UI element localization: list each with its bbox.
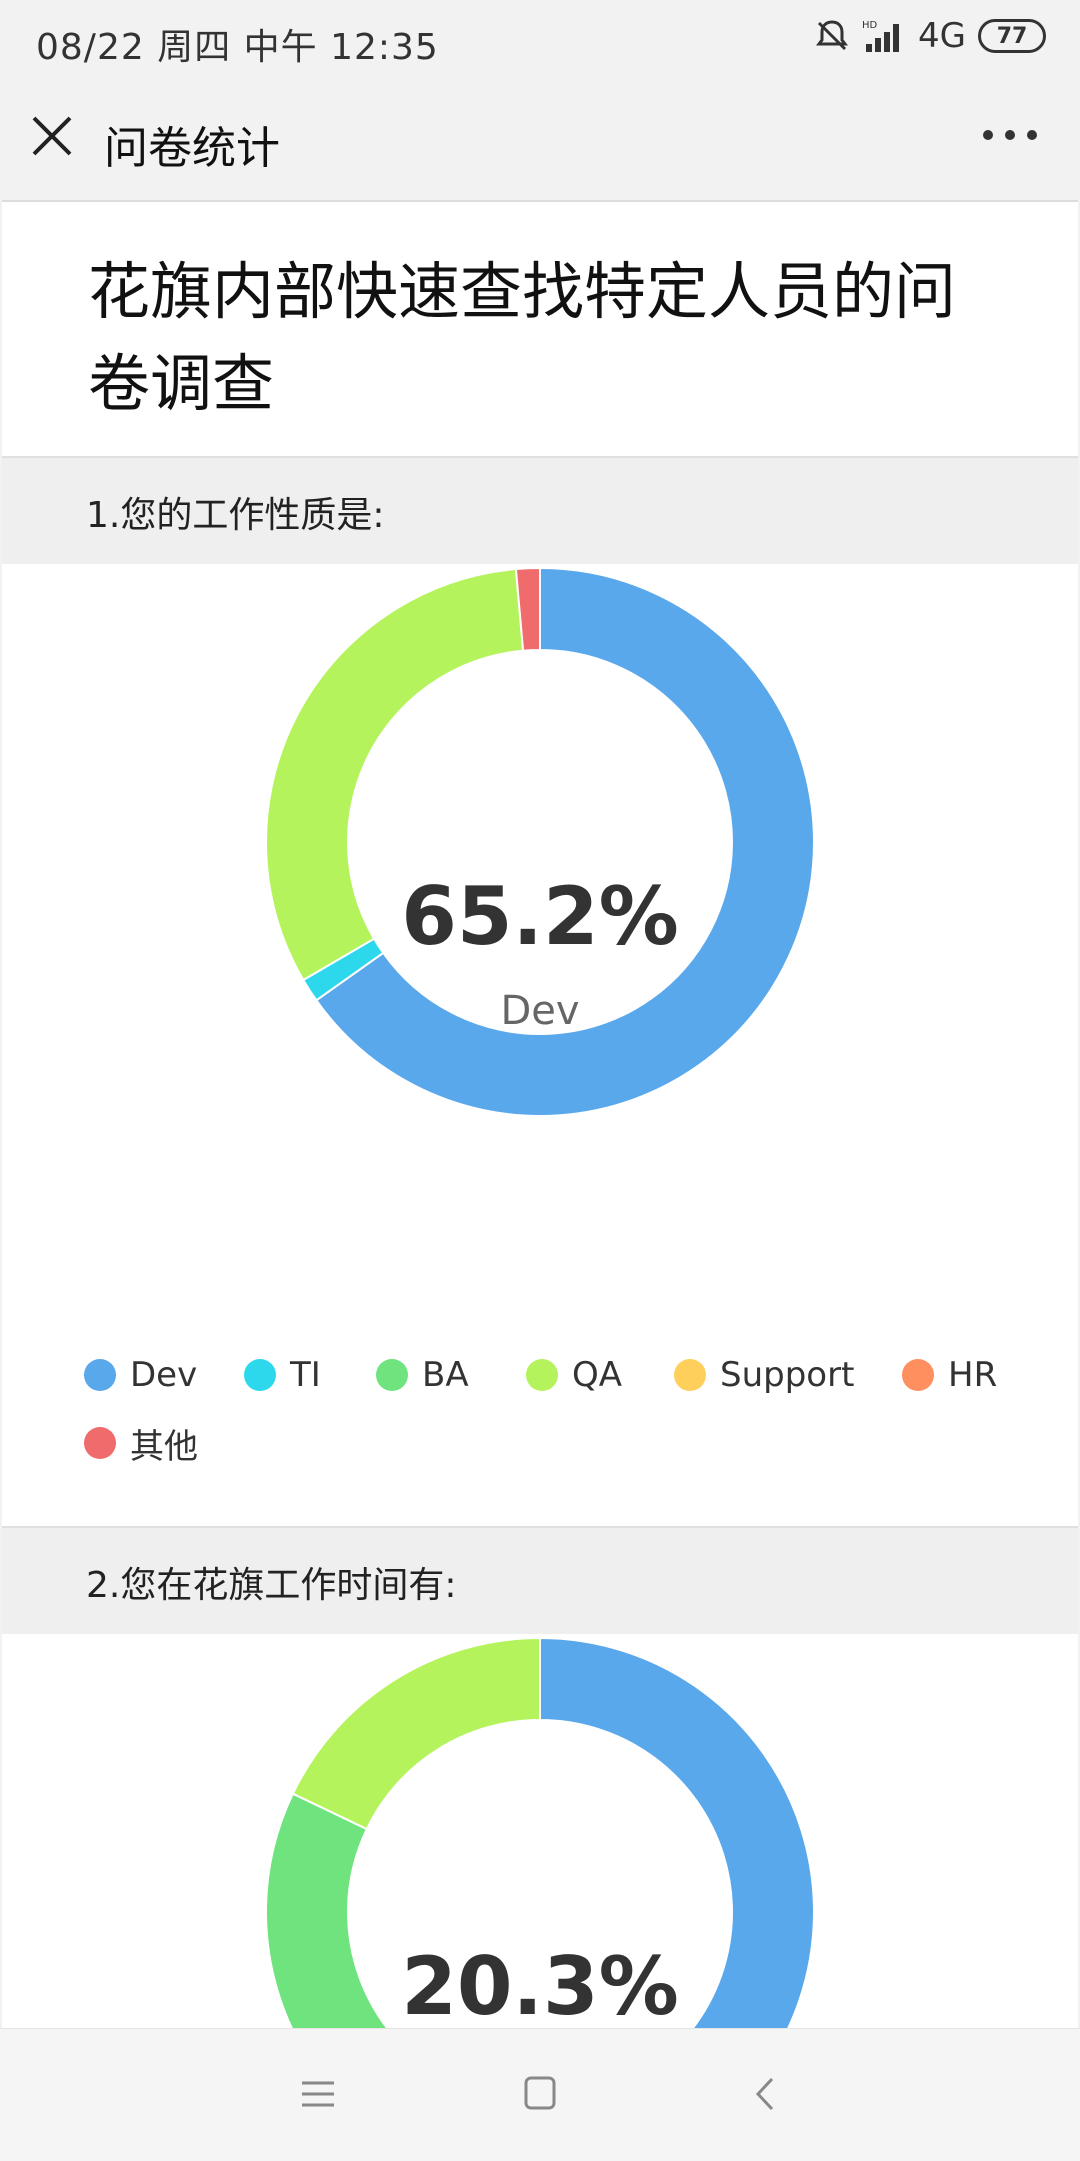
back-icon[interactable]: [736, 2069, 796, 2119]
donut1-slice-Dev[interactable]: [314, 566, 815, 1117]
network-type: 4G: [918, 16, 966, 56]
legend-item-5[interactable]: HR: [902, 1350, 997, 1400]
donut2-slice-segment-3[interactable]: [291, 1636, 541, 1831]
legend-dot-icon: [376, 1359, 408, 1391]
legend-dot-icon: [902, 1359, 934, 1391]
legend-item-6[interactable]: 其他: [84, 1418, 198, 1468]
home-icon[interactable]: [510, 2069, 570, 2119]
legend-dot-icon: [84, 1427, 116, 1459]
legend-item-2[interactable]: BA: [376, 1350, 469, 1400]
legend-label: 其他: [130, 1426, 198, 1467]
question-2-header: 2.您在花旗工作时间有:: [2, 1526, 1078, 1634]
legend-item-0[interactable]: Dev: [84, 1350, 197, 1400]
donut1-slice-其他[interactable]: [514, 566, 541, 652]
legend-item-1[interactable]: TI: [244, 1350, 321, 1400]
question-2-center-value: 20.3%: [401, 1940, 679, 2030]
battery-icon: 77: [978, 19, 1046, 53]
question-1-donut-chart[interactable]: [2, 562, 1078, 1122]
svg-text:HD: HD: [862, 20, 878, 31]
signal-icon: HD: [862, 20, 900, 52]
legend-label: HR: [948, 1355, 998, 1395]
mute-bell-icon: [816, 20, 849, 51]
legend-dot-icon: [526, 1359, 558, 1391]
survey-title: 花旗内部快速查找特定人员的问卷调查: [88, 255, 957, 420]
legend-item-3[interactable]: QA: [526, 1350, 622, 1400]
legend-dot-icon: [84, 1359, 116, 1391]
close-icon[interactable]: [30, 114, 74, 158]
status-icons: HD 4G 77: [814, 16, 1046, 56]
question-1-center-value: 65.2%: [401, 870, 679, 963]
more-options-icon[interactable]: [980, 110, 1040, 160]
question-1-header: 1.您的工作性质是:: [2, 456, 1078, 564]
question-1-center-label: Dev: [500, 988, 580, 1034]
status-time: 08/22 周四 中午 12:35: [36, 27, 439, 68]
legend-label: Support: [720, 1355, 855, 1395]
legend-dot-icon: [674, 1359, 706, 1391]
question-1-label: 1.您的工作性质是:: [86, 495, 385, 536]
legend-label: QA: [572, 1355, 623, 1395]
legend-label: TI: [290, 1355, 321, 1395]
donut2-slice-segment-0[interactable]: [539, 1636, 815, 2030]
donut2-slice-segment-2[interactable]: [265, 1792, 536, 2030]
donut1-slice-QA[interactable]: [265, 567, 525, 982]
legend-label: BA: [422, 1355, 469, 1395]
menu-icon[interactable]: [288, 2069, 348, 2119]
survey-content[interactable]: 花旗内部快速查找特定人员的问卷调查 1.您的工作性质是: 65.2% Dev D…: [2, 200, 1078, 2030]
system-nav-bar: [0, 2028, 1080, 2161]
nav-title: 问卷统计: [104, 123, 280, 174]
battery-level: 77: [996, 23, 1028, 49]
status-bar: 08/22 周四 中午 12:35 HD 4G 77: [0, 0, 1080, 80]
question-2-label: 2.您在花旗工作时间有:: [86, 1565, 457, 1606]
legend-item-4[interactable]: Support: [674, 1350, 854, 1400]
nav-bar: 问卷统计: [0, 80, 1080, 200]
question-2-donut-chart[interactable]: [2, 1632, 1078, 2030]
legend-dot-icon: [244, 1359, 276, 1391]
legend-label: Dev: [130, 1355, 198, 1395]
